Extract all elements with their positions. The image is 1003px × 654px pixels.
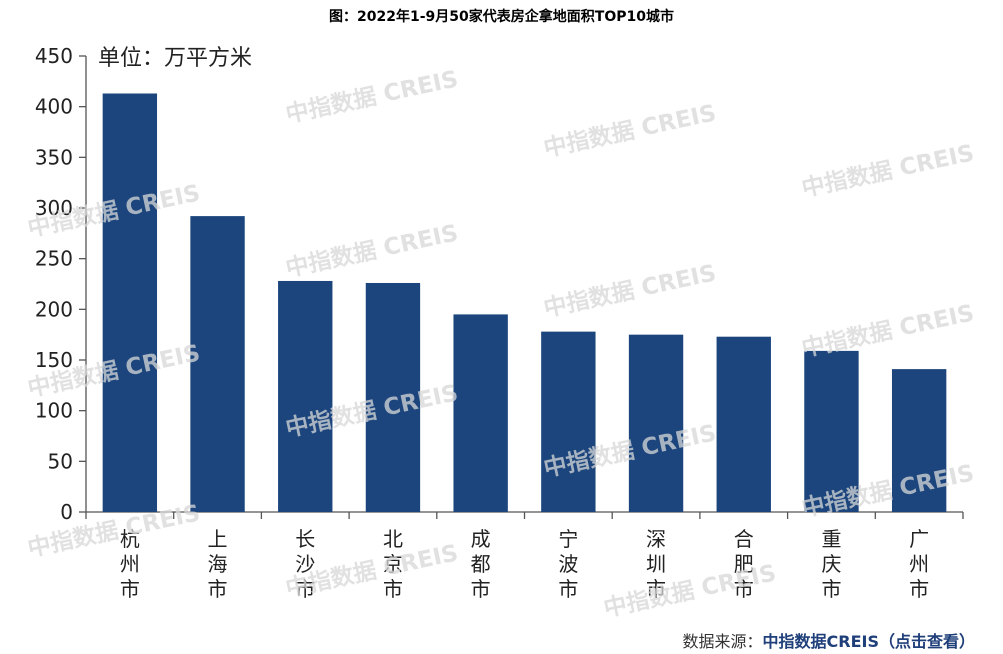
x-tick-label: 长 bbox=[295, 527, 315, 551]
y-tick-label: 400 bbox=[35, 95, 73, 119]
bar bbox=[278, 280, 333, 512]
y-tick-label: 150 bbox=[35, 348, 73, 372]
bar bbox=[628, 334, 684, 512]
y-tick-label: 0 bbox=[60, 500, 73, 524]
x-tick-label: 庆 bbox=[821, 552, 841, 576]
y-tick-label: 300 bbox=[35, 196, 73, 220]
x-tick-label: 市 bbox=[821, 577, 841, 601]
y-tick-label: 450 bbox=[35, 44, 73, 68]
x-tick-label: 市 bbox=[208, 577, 228, 601]
x-tick-label: 合 bbox=[734, 527, 754, 551]
y-tick-label: 350 bbox=[35, 145, 73, 169]
x-tick-label: 杭 bbox=[120, 527, 140, 551]
x-tick-label: 广 bbox=[909, 527, 929, 551]
source-note: 数据来源：中指数据CREIS（点击查看） bbox=[683, 628, 976, 652]
x-tick-label: 波 bbox=[558, 552, 578, 576]
x-tick-label: 宁 bbox=[558, 527, 578, 551]
bar bbox=[190, 216, 245, 512]
x-tick-label: 重 bbox=[821, 527, 841, 551]
source-prefix: 数据来源： bbox=[682, 632, 763, 651]
x-tick-label: 市 bbox=[734, 577, 754, 601]
bar bbox=[541, 331, 596, 512]
bar bbox=[102, 93, 158, 512]
x-tick-label: 北 bbox=[383, 527, 403, 551]
x-tick-label: 市 bbox=[120, 577, 140, 601]
x-tick-label: 都 bbox=[471, 552, 491, 576]
x-tick-label: 肥 bbox=[734, 552, 754, 576]
y-tick-label: 250 bbox=[35, 247, 73, 271]
x-tick-label: 市 bbox=[295, 577, 315, 601]
x-tick-label: 上 bbox=[208, 527, 228, 551]
bar bbox=[453, 314, 508, 512]
unit-label: 单位：万平方米 bbox=[98, 46, 253, 71]
x-tick-label: 沙 bbox=[295, 552, 315, 576]
x-tick-label: 圳 bbox=[646, 552, 666, 576]
y-tick-label: 100 bbox=[35, 399, 73, 423]
x-tick-label: 市 bbox=[383, 577, 403, 601]
bar bbox=[365, 282, 421, 512]
source-link[interactable]: 中指数据CREIS（点击查看） bbox=[762, 632, 975, 651]
bar bbox=[716, 336, 771, 512]
y-tick-label: 50 bbox=[48, 449, 73, 473]
bar bbox=[891, 369, 947, 512]
x-tick-label: 州 bbox=[909, 552, 929, 576]
chart-title: 图：2022年1-9月50家代表房企拿地面积TOP10城市 bbox=[329, 9, 674, 25]
x-tick-label: 市 bbox=[646, 577, 666, 601]
x-tick-label: 京 bbox=[383, 552, 403, 576]
y-tick-label: 200 bbox=[35, 297, 73, 321]
x-tick-label: 市 bbox=[471, 577, 491, 601]
x-tick-label: 市 bbox=[558, 577, 578, 601]
x-tick-label: 市 bbox=[909, 577, 929, 601]
x-tick-label: 州 bbox=[120, 552, 140, 576]
x-tick-label: 成 bbox=[471, 527, 491, 551]
bar bbox=[804, 350, 859, 512]
x-tick-label: 深 bbox=[646, 527, 666, 551]
x-tick-label: 海 bbox=[208, 552, 228, 576]
